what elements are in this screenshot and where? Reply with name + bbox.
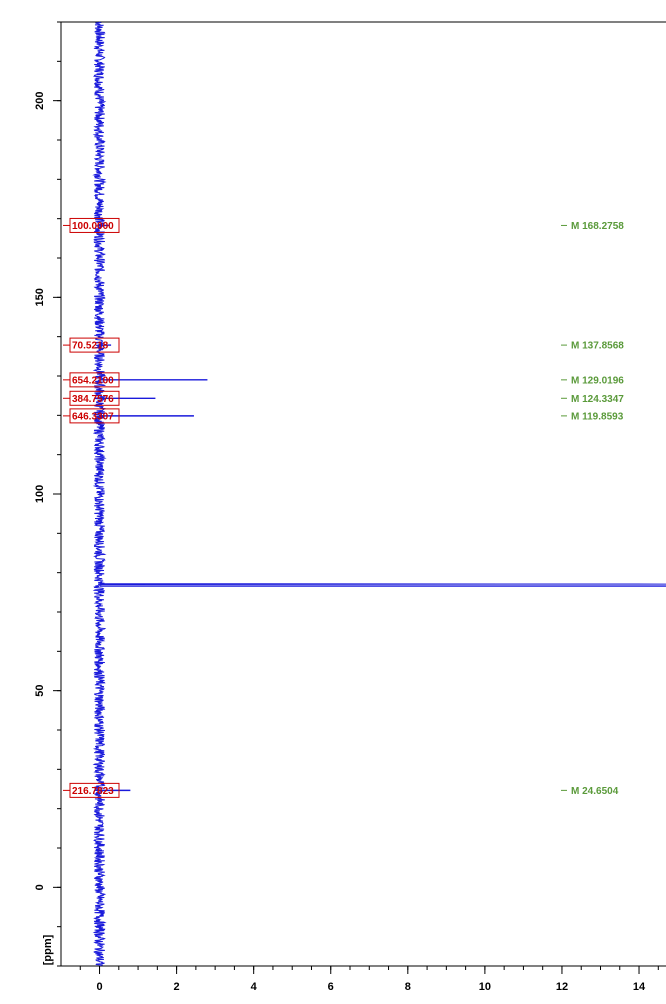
multiplet-label-text: M 129.0196	[571, 375, 624, 386]
peak-integral-label: 100.0000	[63, 217, 120, 233]
multiplet-label-text: M 137.8568	[571, 341, 624, 352]
y-tick-label: 200	[34, 91, 46, 109]
spectrum-trace-group	[92, 21, 666, 967]
spectrum-trace	[92, 21, 666, 967]
peak-label-box	[69, 337, 120, 353]
plot-frame	[60, 21, 666, 967]
multiplet-label-text: M 168.2758	[571, 221, 624, 232]
peak-integral-label: 654.2100	[63, 372, 120, 388]
multiplet-label-text: M 119.8593	[571, 411, 624, 422]
peak-label-text: 216.7823	[72, 786, 114, 797]
y-tick-label: 150	[34, 288, 46, 306]
x-tick-label: 2	[174, 981, 180, 993]
peak-label-text: 646.3307	[72, 411, 114, 422]
y-tick-label: 0	[34, 884, 46, 890]
x-tick-label: 0	[96, 981, 102, 993]
x-tick-label: 12	[556, 981, 568, 993]
multiplet-label: M 119.8593	[561, 411, 624, 422]
x-tick-label: 8	[405, 981, 411, 993]
x-axis: 0 2 4 6 8 10 12 14	[79, 966, 659, 993]
peak-label-text: 70.5218	[72, 341, 109, 352]
peak-integral-label: 70.5218	[63, 337, 120, 353]
y-axis: 0 50 100 150 200	[34, 21, 61, 967]
peak-label-box	[69, 782, 120, 798]
x-tick-label: 10	[479, 981, 491, 993]
peak-label-box	[69, 408, 120, 424]
peak-integral-label: 384.7576	[63, 390, 120, 406]
multiplets-group: M 168.2758 M 137.8568 M 129.0196 M 124.3347…	[561, 221, 624, 797]
x-tick-label: 14	[633, 981, 646, 993]
x-tick-label: 6	[328, 981, 334, 993]
peak-label-text: 384.7576	[72, 394, 114, 405]
peak-integral-label: 216.7823	[63, 782, 120, 798]
peak-label-text: 100.0000	[72, 221, 114, 232]
multiplet-label: M 168.2758	[561, 221, 624, 232]
peaks-group	[99, 224, 208, 792]
x-tick-label: 4	[251, 981, 258, 993]
multiplet-label: M 24.6504	[561, 786, 619, 797]
multiplet-label-text: M 124.3347	[571, 394, 624, 405]
multiplet-label-text: M 24.6504	[571, 786, 619, 797]
y-tick-label: 50	[34, 685, 46, 697]
multiplet-label: M 129.0196	[561, 375, 624, 386]
peak-label-box	[69, 217, 120, 233]
y-axis-unit-label: [ppm]	[42, 934, 54, 965]
peak-integral-label: 646.3307	[63, 408, 120, 424]
peak-label-box	[69, 372, 120, 388]
multiplet-label: M 124.3347	[561, 394, 624, 405]
peak-labels-group: 100.0000 70.5218 654.2100 384.7576 646.3307 2…	[63, 217, 120, 798]
multiplet-label: M 137.8568	[561, 341, 624, 352]
y-tick-label: 100	[34, 485, 46, 503]
peak-label-box	[69, 390, 120, 406]
peak-label-text: 654.2100	[72, 375, 114, 386]
